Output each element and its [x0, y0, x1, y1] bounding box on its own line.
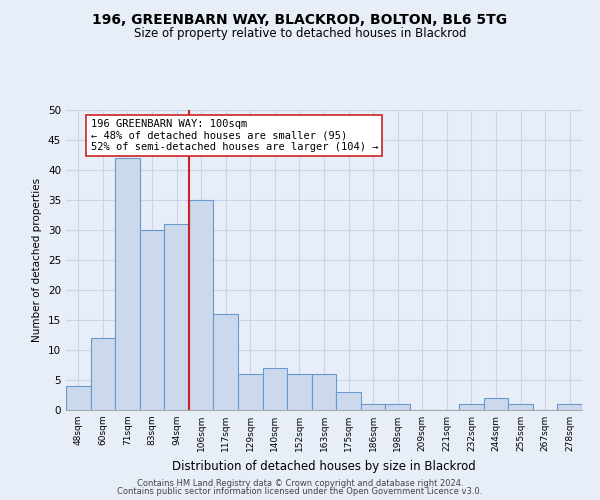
Text: Contains public sector information licensed under the Open Government Licence v3: Contains public sector information licen…: [118, 487, 482, 496]
Bar: [164, 224, 189, 410]
Bar: [361, 404, 385, 410]
Bar: [115, 158, 140, 410]
Bar: [459, 404, 484, 410]
X-axis label: Distribution of detached houses by size in Blackrod: Distribution of detached houses by size …: [172, 460, 476, 472]
Bar: [91, 338, 115, 410]
Bar: [287, 374, 312, 410]
Bar: [238, 374, 263, 410]
Text: 196 GREENBARN WAY: 100sqm
← 48% of detached houses are smaller (95)
52% of semi-: 196 GREENBARN WAY: 100sqm ← 48% of detac…: [91, 119, 378, 152]
Bar: [140, 230, 164, 410]
Text: 196, GREENBARN WAY, BLACKROD, BOLTON, BL6 5TG: 196, GREENBARN WAY, BLACKROD, BOLTON, BL…: [92, 12, 508, 26]
Text: Contains HM Land Registry data © Crown copyright and database right 2024.: Contains HM Land Registry data © Crown c…: [137, 478, 463, 488]
Bar: [508, 404, 533, 410]
Bar: [312, 374, 336, 410]
Bar: [189, 200, 214, 410]
Text: Size of property relative to detached houses in Blackrod: Size of property relative to detached ho…: [134, 28, 466, 40]
Bar: [66, 386, 91, 410]
Bar: [263, 368, 287, 410]
Bar: [557, 404, 582, 410]
Bar: [336, 392, 361, 410]
Bar: [214, 314, 238, 410]
Y-axis label: Number of detached properties: Number of detached properties: [32, 178, 43, 342]
Bar: [484, 398, 508, 410]
Bar: [385, 404, 410, 410]
